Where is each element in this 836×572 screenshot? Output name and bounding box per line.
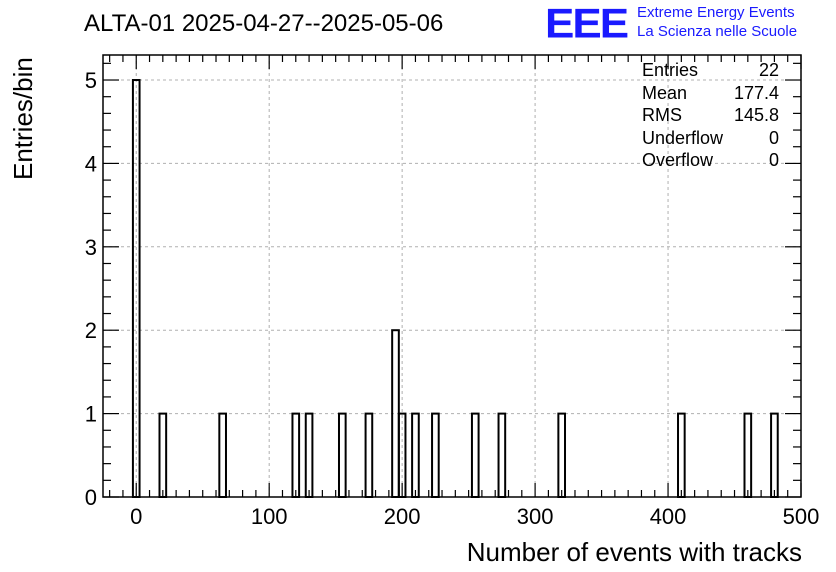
- stat-rms: RMS 145.8: [642, 104, 779, 127]
- chart-title: ALTA-01 2025-04-27--2025-05-06: [84, 10, 444, 37]
- logo-caption: Extreme Energy Events La Scienza nelle S…: [637, 3, 797, 41]
- stat-mean: Mean 177.4: [642, 82, 779, 105]
- x-tick-label: 300: [517, 504, 554, 529]
- y-tick-label: 3: [85, 235, 97, 260]
- stat-label: Mean: [642, 82, 688, 103]
- logo-line-1: Extreme Energy Events: [637, 4, 795, 21]
- histogram-bar: [497, 412, 507, 498]
- stat-label: RMS: [642, 105, 682, 125]
- plot-frame: [102, 54, 802, 498]
- histogram-bar: [770, 412, 779, 498]
- histogram-bar: [304, 412, 314, 498]
- histogram-bar: [218, 412, 227, 498]
- stat-value: 145.8: [733, 105, 779, 125]
- x-tick-label: 500: [783, 504, 820, 529]
- x-tick-label: 400: [650, 504, 687, 529]
- y-axis-label: Entries/bin: [8, 57, 38, 180]
- logo-line-2: La Scienza nelle Scuole: [637, 23, 798, 40]
- x-axis-label: Number of events with tracks: [466, 537, 802, 567]
- x-tick-label: 100: [251, 504, 288, 529]
- y-tick-label: 2: [85, 318, 97, 343]
- stat-overflow: Overflow 0: [642, 149, 779, 172]
- stat-label: Overflow: [642, 150, 714, 170]
- stats-box: Entries 22 Mean 177.4 RMS 145.8 Underflow 0 …: [642, 59, 779, 172]
- x-tick-label: 0: [130, 504, 142, 529]
- stat-underflow: Underflow 0: [642, 127, 779, 150]
- histogram-bar: [431, 412, 440, 498]
- histogram-bar: [677, 412, 686, 498]
- histogram-bar: [337, 412, 347, 498]
- y-tick-label: 1: [85, 402, 97, 427]
- stat-label: Underflow: [642, 127, 724, 148]
- histogram-bar: [411, 412, 420, 498]
- stat-entries: Entries 22: [642, 59, 779, 82]
- y-tick-label: 4: [85, 151, 97, 176]
- stat-value: 0: [768, 127, 779, 148]
- histogram-bar: [158, 412, 168, 498]
- stat-value: 177.4: [733, 82, 779, 103]
- tick-labels: 0 100 200 300 400 500 0 1 2 3 4 5: [85, 68, 820, 529]
- histogram-bar: [291, 412, 301, 498]
- axis-ticks: [103, 55, 802, 498]
- histogram-bar: [470, 412, 480, 498]
- eee-logo: EEE: [545, 0, 629, 47]
- histogram-bar: [743, 412, 753, 498]
- stat-label: Entries: [642, 60, 699, 80]
- histogram-bar: [364, 412, 374, 498]
- y-tick-label: 5: [85, 68, 97, 93]
- x-tick-label: 200: [384, 504, 421, 529]
- histogram-bar: [557, 412, 567, 498]
- stat-value: 22: [758, 60, 779, 80]
- stat-value: 0: [768, 150, 779, 170]
- y-tick-label: 0: [85, 485, 97, 510]
